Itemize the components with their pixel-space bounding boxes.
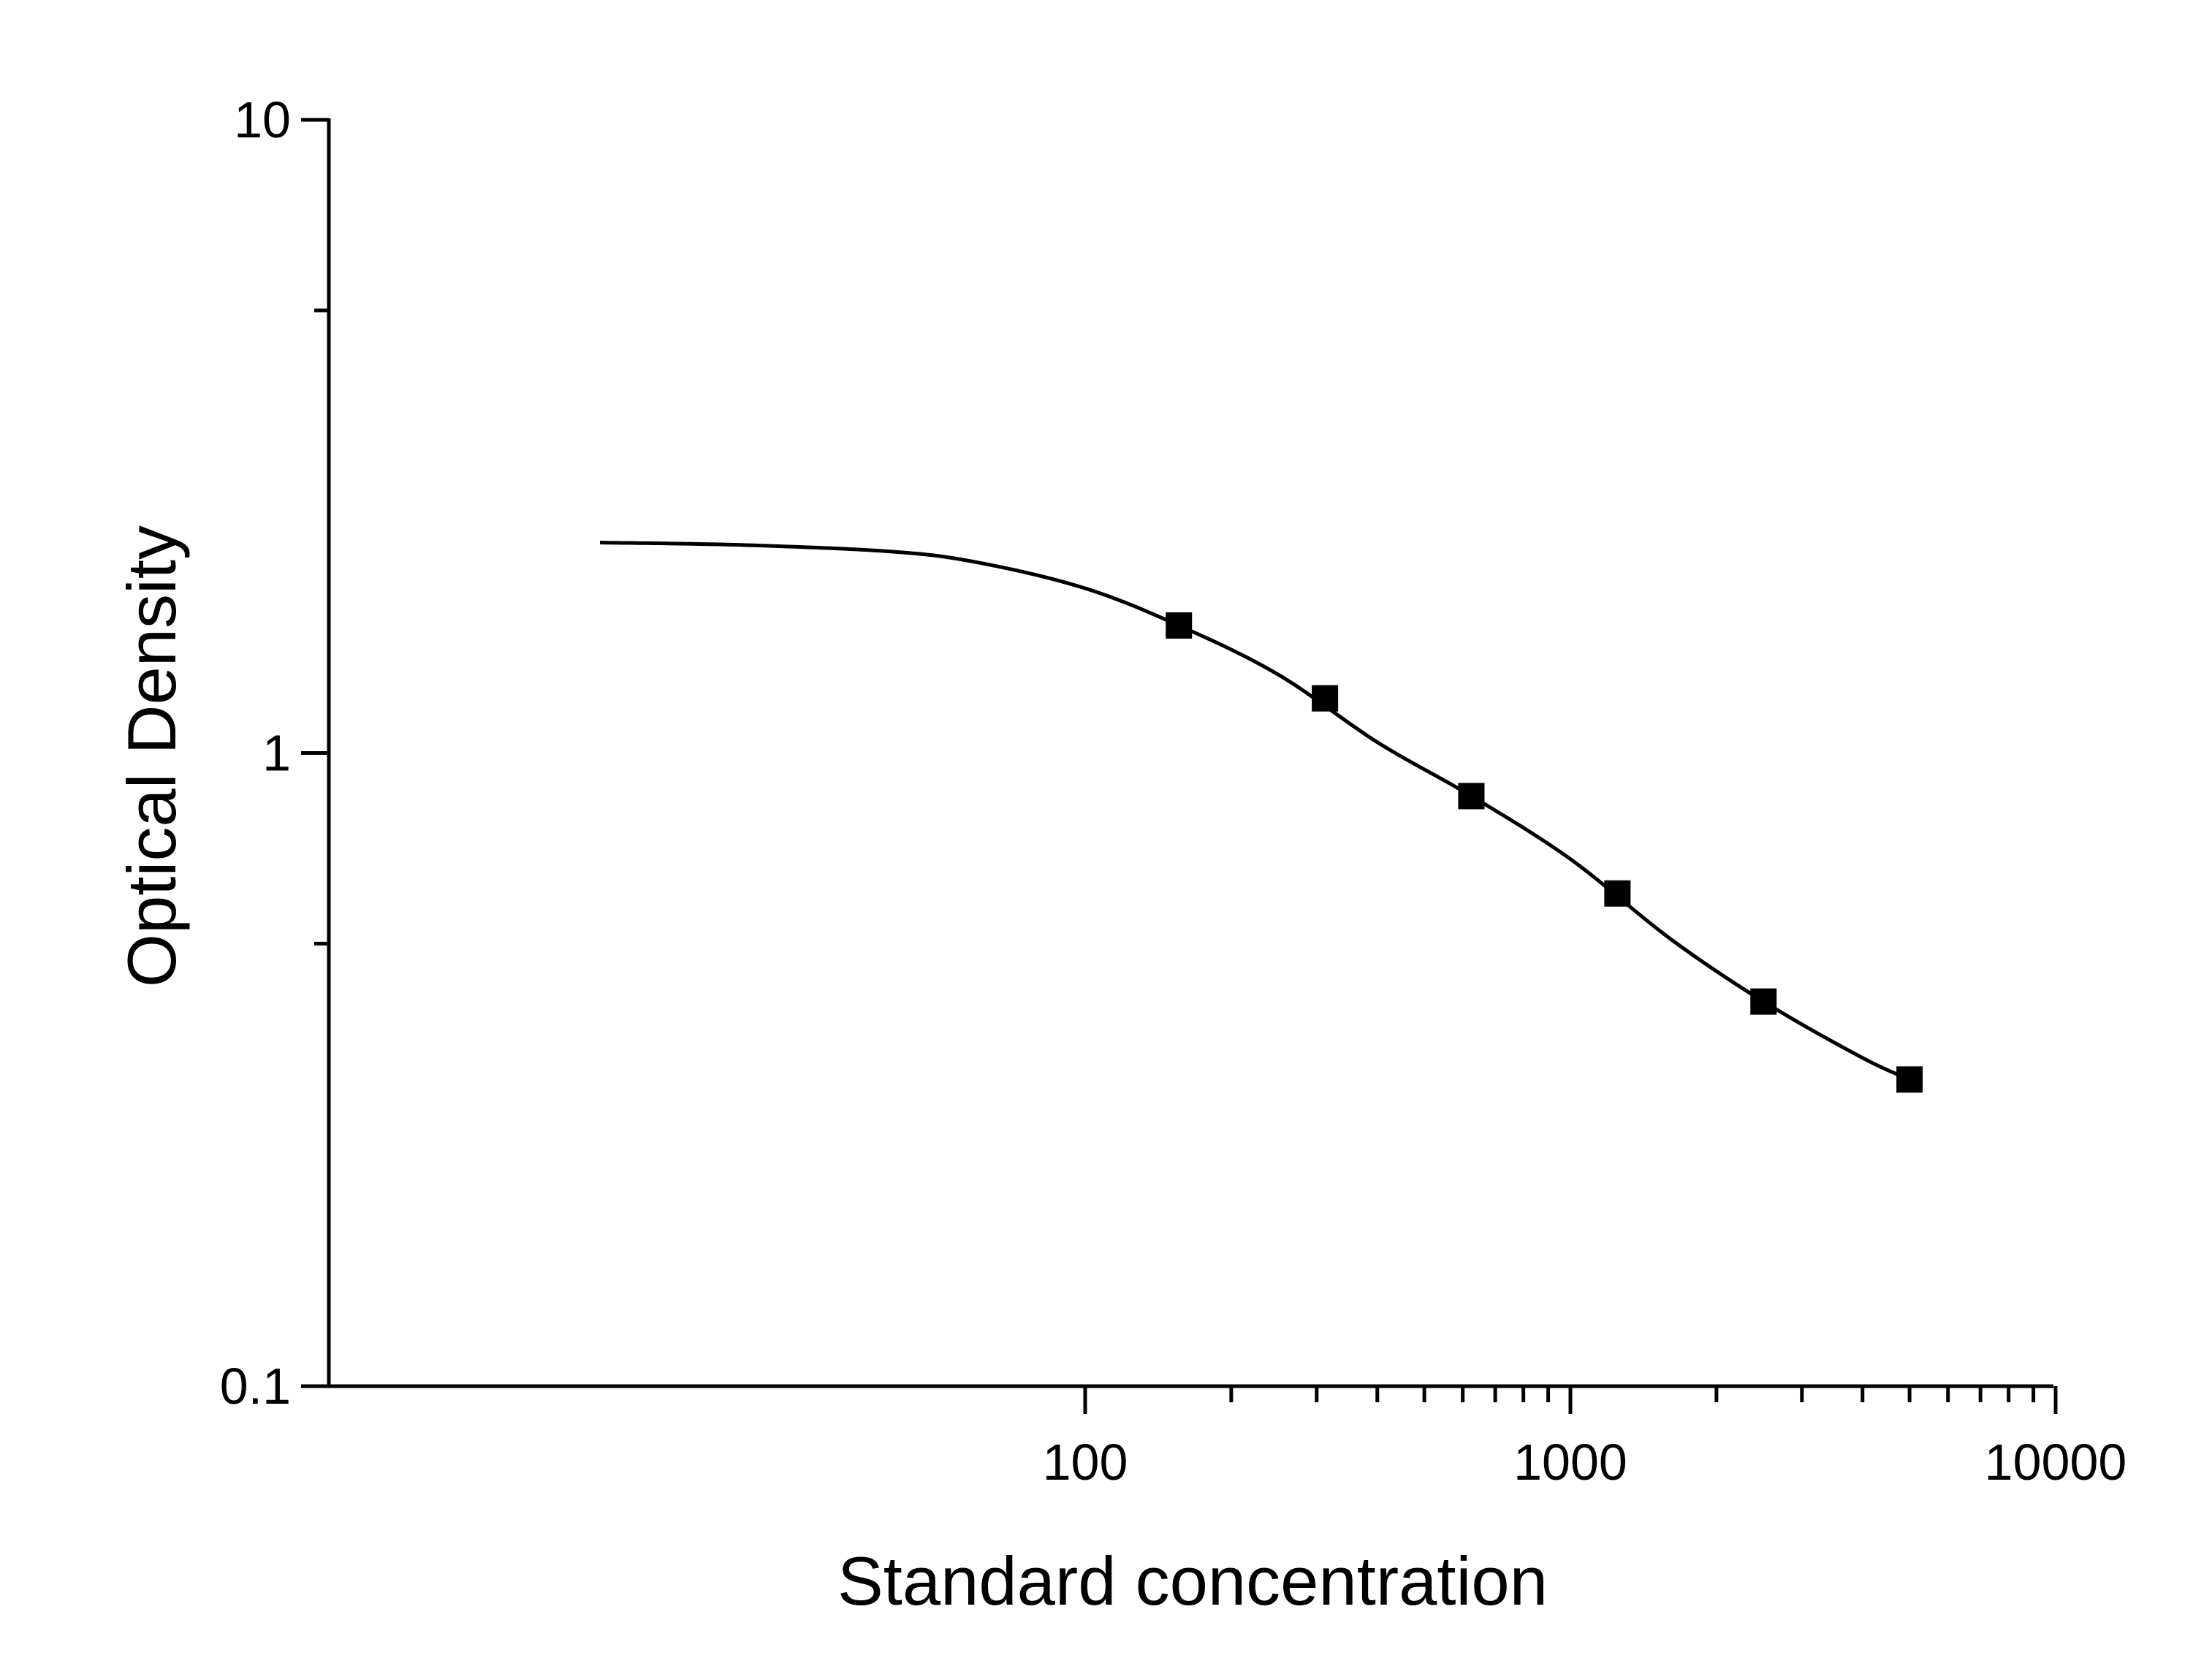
fit-curve-line <box>599 540 1911 1081</box>
y-tick-label: 1 <box>262 725 291 782</box>
y-tick-label: 10 <box>234 91 291 148</box>
tick-labels: 0.1 1 10 100 1000 10000 <box>220 91 2127 1491</box>
fit-curve-layer <box>599 540 1911 1081</box>
data-point-marker <box>1750 988 1777 1015</box>
data-points-layer <box>1166 612 1923 1093</box>
data-point-marker <box>1896 1066 1923 1093</box>
data-point-marker <box>1604 880 1631 907</box>
axes <box>301 118 2058 1414</box>
y-axis-title: Optical Density <box>113 525 190 987</box>
data-point-marker <box>1312 685 1339 712</box>
data-point-marker <box>1166 612 1193 639</box>
y-tick-label: 0.1 <box>220 1358 291 1415</box>
x-axis-title: Standard concentration <box>837 1543 1548 1619</box>
x-tick-label: 1000 <box>1513 1434 1627 1491</box>
x-tick-label: 100 <box>1043 1434 1128 1491</box>
x-tick-label: 10000 <box>1985 1434 2127 1491</box>
data-point-marker <box>1458 783 1485 810</box>
